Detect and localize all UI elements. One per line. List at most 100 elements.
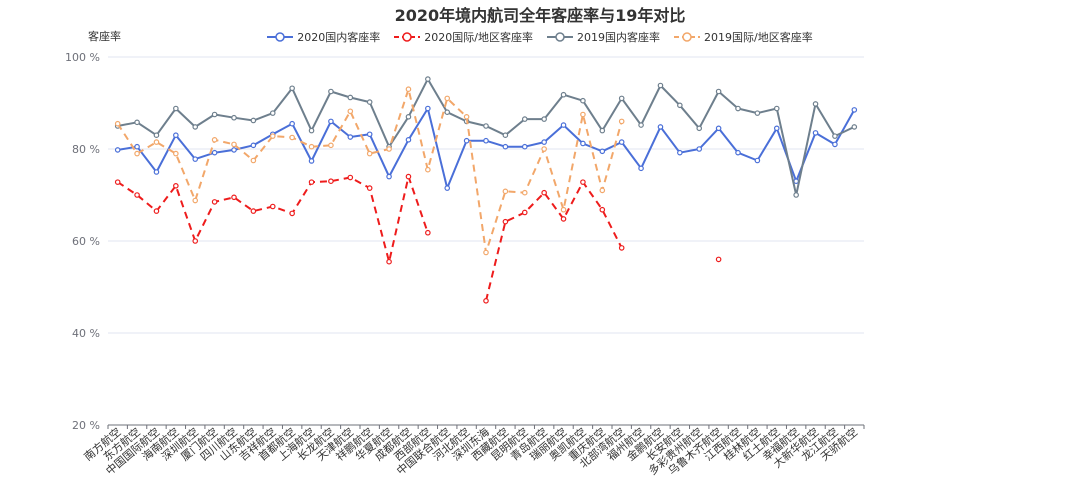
data-point: [657, 82, 664, 89]
chart-title: 2020年境内航司全年客座率与19年对比: [394, 6, 686, 25]
y-tick-label: 20 %: [72, 419, 100, 432]
data-point: [773, 125, 780, 132]
data-point: [386, 146, 392, 152]
legend-marker-icon: [674, 32, 700, 42]
data-point: [638, 165, 644, 172]
data-point: [366, 99, 373, 105]
data-point: [425, 229, 431, 236]
data-point: [289, 120, 295, 127]
data-point: [366, 131, 373, 138]
data-point: [444, 109, 451, 116]
data-point: [754, 110, 761, 116]
legend-marker-icon: [267, 32, 294, 42]
data-point: [754, 157, 761, 164]
chart-legend: 2020国内客座率 2020国际/地区客座率 2019国内客座率 2019国际/…: [0, 29, 1080, 45]
data-point: [715, 125, 722, 132]
data-point: [134, 150, 140, 157]
data-point: [483, 249, 489, 256]
data-point: [153, 169, 160, 175]
data-point: [347, 108, 354, 115]
data-point: [269, 203, 276, 210]
y-axis-label: 客座率: [88, 30, 121, 43]
legend-item-2020-domestic[interactable]: 2020国内客座率: [267, 29, 380, 45]
data-point: [173, 183, 179, 189]
data-point: [347, 174, 354, 181]
data-point: [599, 187, 606, 194]
data-point: [289, 85, 295, 92]
data-point: [618, 245, 625, 251]
data-point: [250, 117, 257, 124]
data-point: [347, 94, 354, 101]
data-point: [832, 133, 838, 139]
data-point: [211, 149, 218, 156]
data-point: [657, 124, 664, 130]
data-point: [463, 114, 470, 120]
data-point: [173, 105, 179, 112]
legend-label: 2019国际/地区客座率: [704, 31, 813, 44]
data-point: [483, 137, 489, 144]
data-point: [308, 179, 315, 185]
data-point: [735, 105, 741, 112]
data-point: [153, 132, 160, 139]
data-point: [851, 107, 858, 113]
data-point: [677, 149, 683, 156]
data-point: [812, 101, 819, 107]
y-tick-label: 40 %: [72, 327, 100, 340]
data-point: [541, 116, 547, 122]
data-point: [560, 206, 567, 213]
data-point: [560, 122, 567, 128]
data-point: [793, 192, 799, 198]
data-point: [308, 127, 315, 134]
legend-marker-icon: [394, 32, 421, 42]
data-point: [386, 258, 392, 265]
data-point: [192, 238, 199, 244]
data-point: [347, 134, 354, 140]
data-point: [483, 297, 489, 304]
data-point: [425, 105, 431, 112]
data-point: [173, 150, 179, 157]
legend-item-2020-international[interactable]: 2020国际/地区客座率: [394, 29, 533, 45]
data-point: [250, 142, 257, 149]
data-point: [308, 143, 315, 150]
data-point: [366, 150, 373, 157]
data-point: [541, 189, 547, 196]
data-point: [308, 158, 315, 164]
data-point: [793, 178, 799, 185]
data-point: [328, 142, 334, 149]
y-tick-label: 60 %: [72, 235, 100, 248]
data-point: [812, 130, 819, 136]
series-line: [485, 181, 623, 302]
data-point: [541, 146, 547, 152]
data-point: [153, 139, 160, 145]
legend-label: 2019国内客座率: [577, 31, 660, 44]
legend-item-2019-domestic[interactable]: 2019国内客座率: [547, 29, 660, 45]
data-point: [483, 123, 489, 129]
data-point: [425, 76, 431, 82]
data-point: [638, 122, 644, 128]
data-point: [211, 199, 218, 205]
data-point: [134, 192, 140, 198]
data-point: [599, 206, 606, 213]
data-point: [366, 185, 373, 191]
data-point: [851, 124, 858, 130]
data-point: [328, 88, 334, 95]
data-point: [580, 111, 586, 118]
data-point: [405, 137, 412, 143]
data-point: [211, 137, 218, 143]
series-line: [116, 88, 623, 254]
data-point: [580, 179, 586, 185]
data-point: [192, 124, 199, 130]
data-point: [405, 86, 412, 93]
data-point: [269, 133, 276, 139]
data-point: [328, 178, 334, 185]
legend-item-2019-international[interactable]: 2019国际/地区客座率: [674, 29, 813, 45]
data-point: [463, 137, 470, 144]
data-point: [832, 141, 838, 148]
data-point: [521, 143, 528, 150]
data-point: [502, 132, 509, 139]
data-point: [231, 147, 237, 153]
data-point: [502, 188, 509, 195]
data-point: [134, 119, 140, 126]
data-point: [405, 173, 412, 180]
data-point: [114, 120, 121, 127]
